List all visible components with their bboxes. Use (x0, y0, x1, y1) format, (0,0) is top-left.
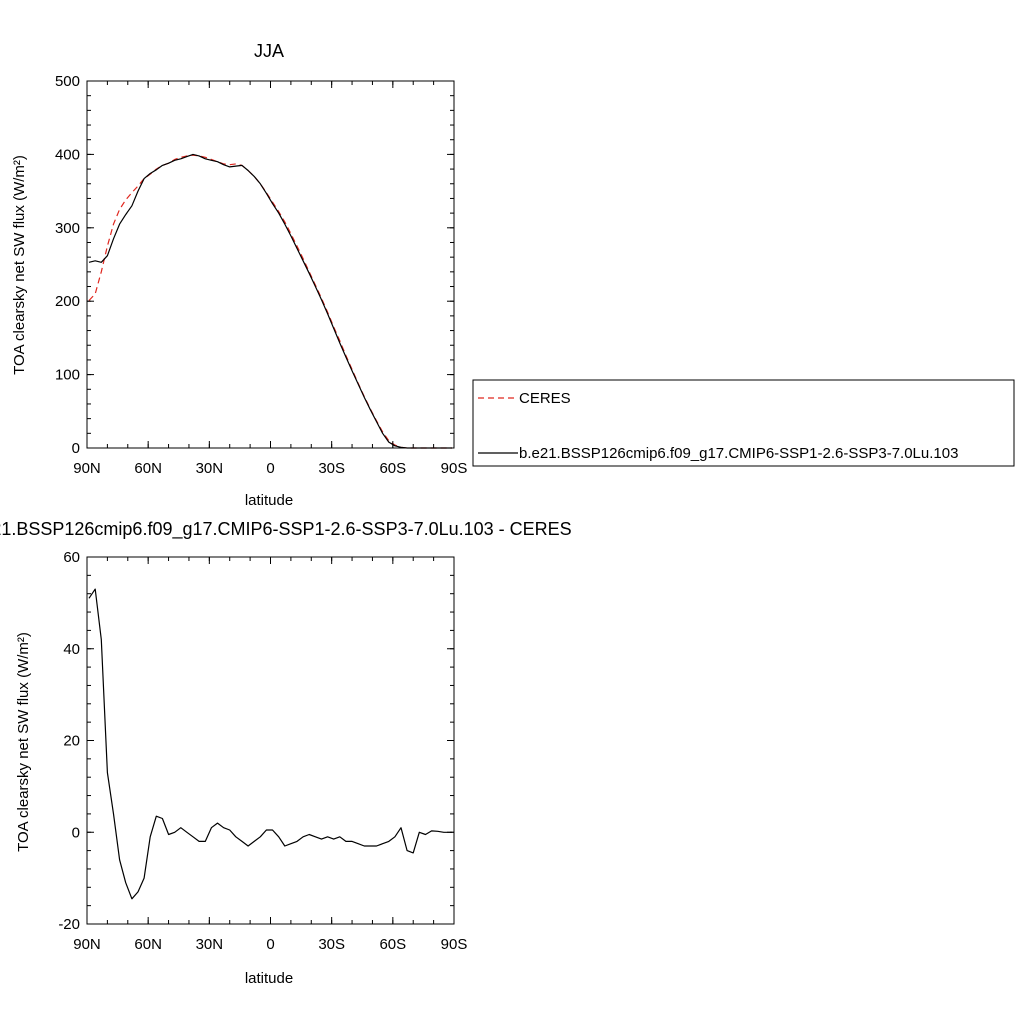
legend-box (472, 379, 1015, 467)
y-tick-label-bottom: 0 (72, 824, 80, 841)
legend-label-model: b.e21.BSSP126cmip6.f09_g17.CMIP6-SSP1-2.… (519, 445, 958, 462)
x-tick-label-bottom: 90N (73, 936, 101, 953)
y-tick-label-top: 500 (55, 73, 80, 90)
y-tick-label-bottom: 60 (63, 549, 80, 566)
y-tick-label-top: 0 (72, 440, 80, 457)
series-line-bottom-0 (88, 588, 452, 900)
x-tick-label-bottom: 60S (379, 936, 406, 953)
x-tick-label-top: 0 (266, 460, 274, 477)
y-tick-label-bottom: 20 (63, 733, 80, 750)
y-axis-title-bottom: TOA clearsky net SW flux (W/m²) (15, 632, 32, 852)
y-tick-label-top: 400 (55, 146, 80, 163)
plot-frame-top (86, 80, 455, 449)
series-line-top-0 (88, 154, 452, 449)
x-tick-label-top: 90N (73, 460, 101, 477)
x-tick-label-bottom: 0 (266, 936, 274, 953)
chart-title-bottom: b.e21.BSSP126cmip6.f09_g17.CMIP6-SSP1-2.… (0, 519, 572, 540)
x-tick-label-bottom: 30N (196, 936, 224, 953)
y-tick-label-bottom: 40 (63, 641, 80, 658)
series-line-top-1 (88, 153, 452, 449)
x-tick-label-top: 30N (196, 460, 224, 477)
chart-panel-top: JJA 90N 60N 30N 0 30S 60S 90S0100200300400500 … (11, 41, 467, 509)
y-tick-label-top: 100 (55, 367, 80, 384)
x-tick-label-top: 60N (134, 460, 162, 477)
y-tick-label-top: 200 (55, 293, 80, 310)
y-axis-title-top: TOA clearsky net SW flux (W/m²) (11, 155, 28, 375)
y-tick-label-top: 300 (55, 220, 80, 237)
x-tick-label-top: 30S (318, 460, 345, 477)
x-tick-label-bottom: 60N (134, 936, 162, 953)
legend-label-ceres: CERES (519, 390, 571, 407)
x-tick-label-bottom: 30S (318, 936, 345, 953)
chart-title-top: JJA (254, 41, 284, 61)
legend: CERES b.e21.BSSP126cmip6.f09_g17.CMIP6-S… (472, 379, 1015, 467)
x-tick-label-top: 90S (441, 460, 468, 477)
x-axis-title-top: latitude (245, 492, 293, 509)
x-tick-label-top: 60S (379, 460, 406, 477)
x-axis-title-bottom: latitude (245, 970, 293, 987)
y-tick-label-bottom: -20 (58, 916, 80, 933)
x-tick-label-bottom: 90S (441, 936, 468, 953)
chart-panel-bottom: b.e21.BSSP126cmip6.f09_g17.CMIP6-SSP1-2.… (0, 519, 572, 987)
plot-frame-bottom (86, 556, 455, 925)
